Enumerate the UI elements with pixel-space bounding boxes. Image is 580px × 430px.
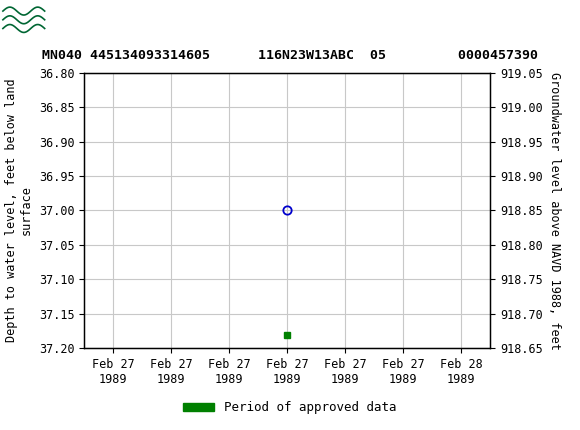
Legend: Period of approved data: Period of approved data	[178, 396, 402, 419]
Y-axis label: Groundwater level above NAVD 1988, feet: Groundwater level above NAVD 1988, feet	[548, 71, 561, 350]
Text: USGS: USGS	[55, 10, 119, 30]
Bar	[3, 3, 45, 37]
Y-axis label: Depth to water level, feet below land
surface: Depth to water level, feet below land su…	[5, 79, 33, 342]
Text: MN040 445134093314605      116N23W13ABC  05         0000457390: MN040 445134093314605 116N23W13ABC 05 00…	[42, 49, 538, 61]
